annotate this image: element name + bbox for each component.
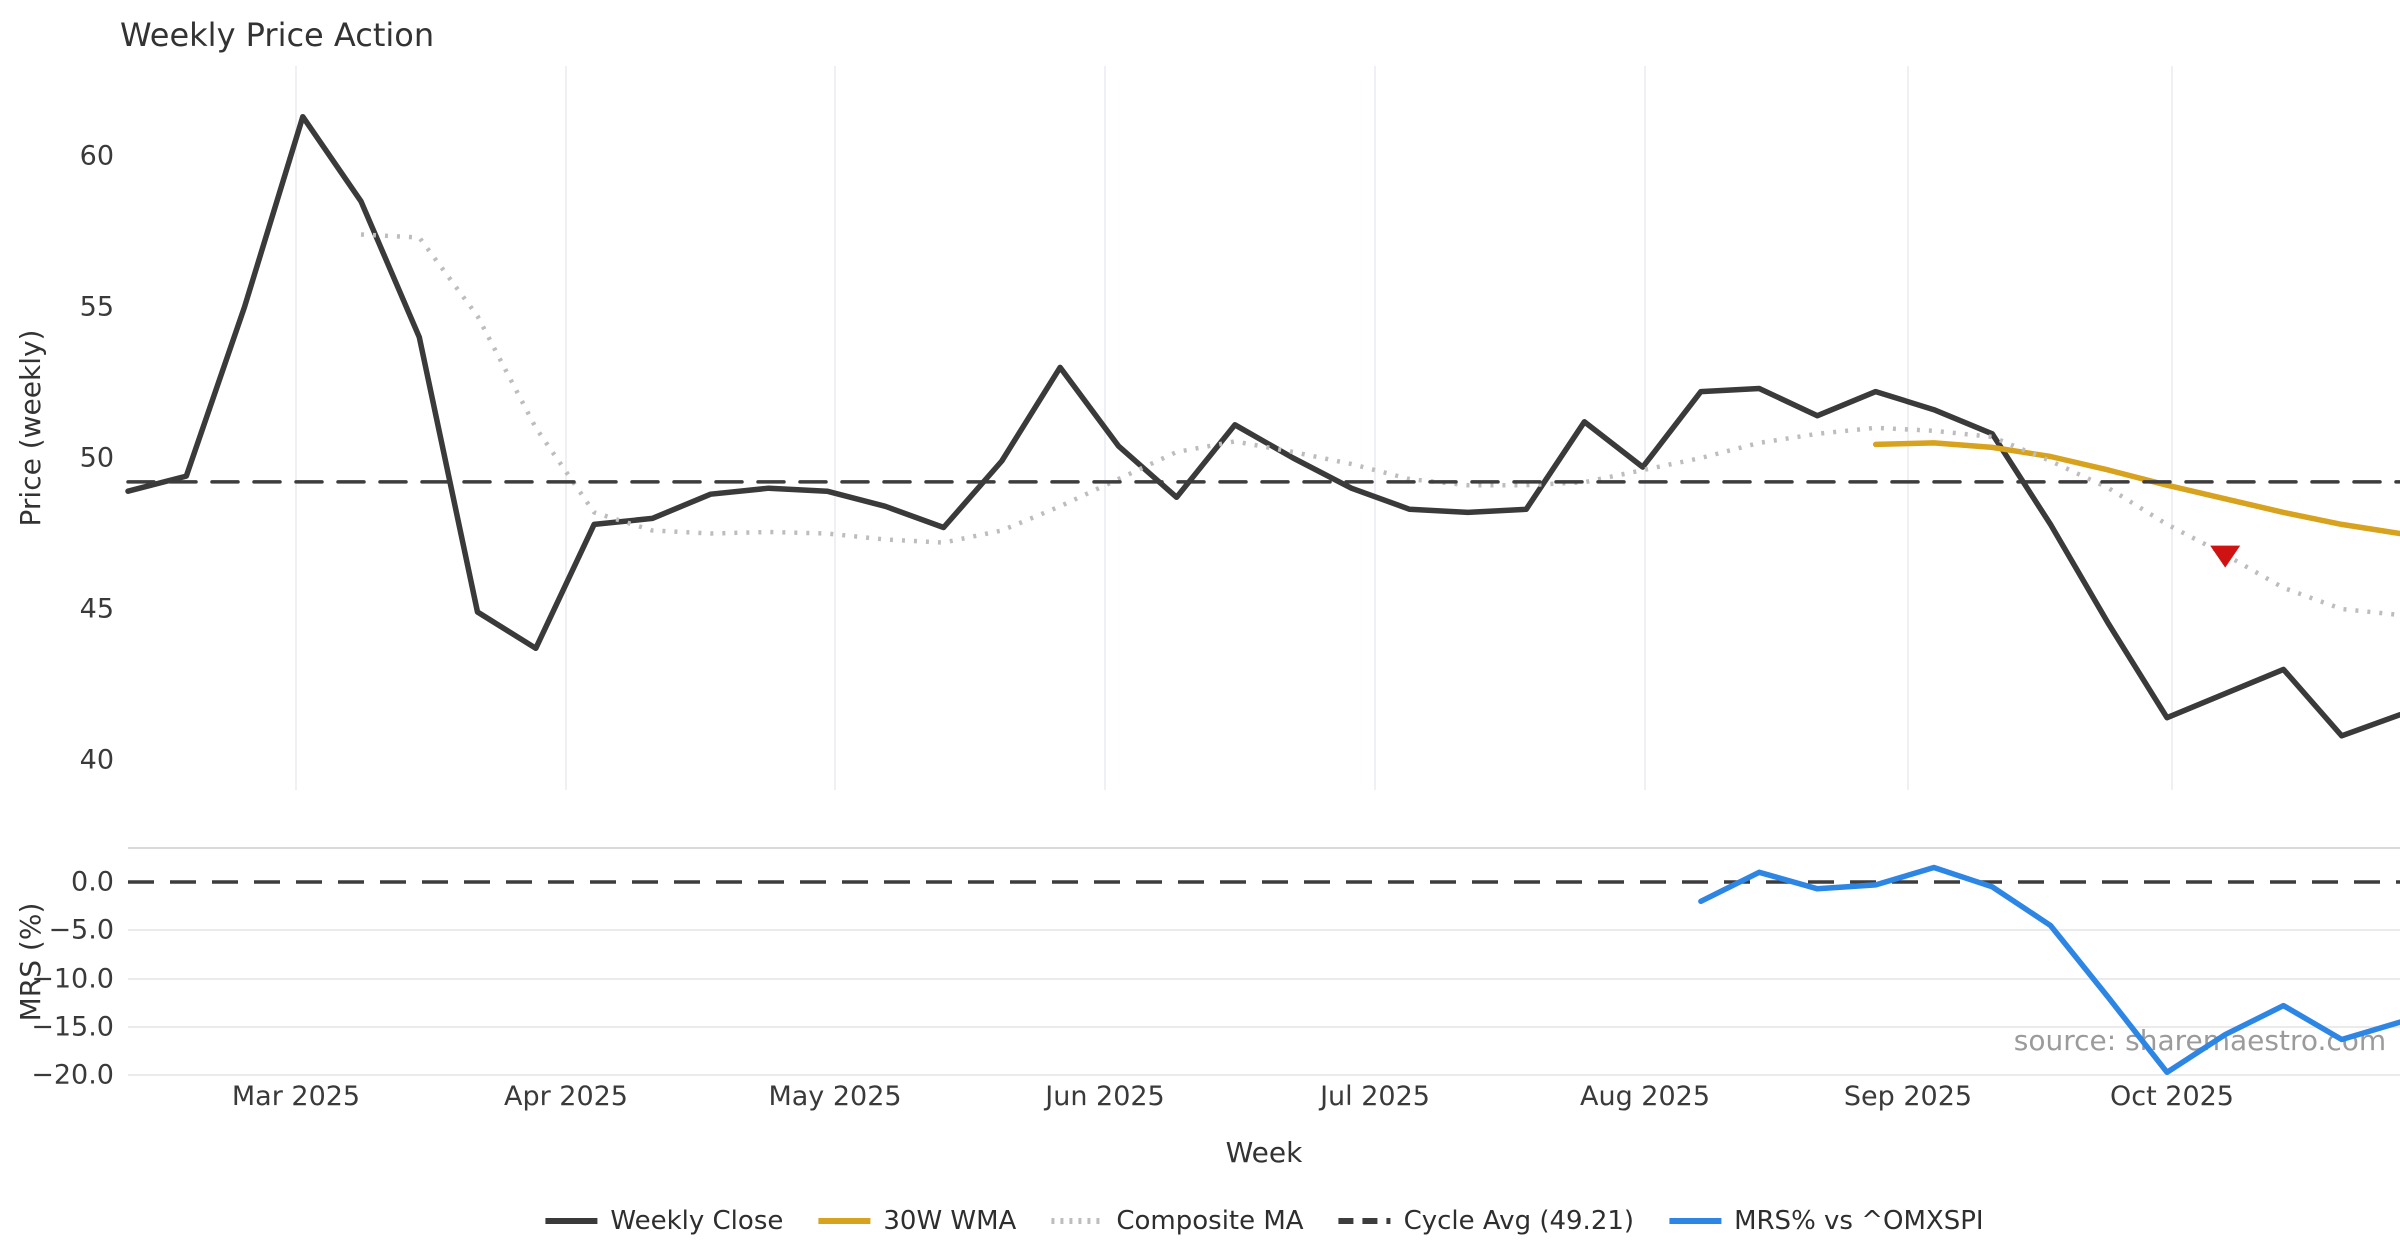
price-tick: 50 — [80, 443, 114, 474]
series-line-weekly-close — [125, 113, 2400, 739]
month-tick: Jul 2025 — [1318, 1081, 1430, 1112]
legend-label: 30W WMA — [883, 1206, 1017, 1236]
price-tick: 55 — [80, 292, 114, 323]
x-axis-label: Week — [1226, 1136, 1303, 1169]
legend-label: MRS% vs ^OMXSPI — [1734, 1206, 1984, 1236]
legend-item-cycle-avg-49-21: Cycle Avg (49.21) — [1338, 1206, 1634, 1236]
price-tick: 60 — [80, 141, 114, 172]
legend-swatch-mrs-vs-omxspi — [1669, 1218, 1722, 1224]
price-tick: 40 — [80, 745, 114, 776]
legend-item-weekly-close: Weekly Close — [544, 1206, 783, 1236]
chart-title: Weekly Price Action — [120, 16, 434, 54]
legend-label: Composite MA — [1116, 1206, 1304, 1236]
month-tick: Sep 2025 — [1844, 1081, 1972, 1112]
month-tick: May 2025 — [768, 1081, 901, 1112]
mrs-tick: −5.0 — [48, 915, 114, 946]
series-line-30w-wma — [1872, 440, 2400, 537]
legend-swatch-composite-ma — [1051, 1218, 1104, 1224]
legend-item-30w-wma: 30W WMA — [817, 1206, 1016, 1236]
series-line-composite-ma — [360, 232, 2400, 618]
mrs-gridlines — [128, 847, 2400, 1076]
price-axis-label: Price (weekly) — [14, 330, 47, 527]
series-line-mrs-vs-omxspi — [1698, 864, 2400, 1076]
price-tick-labels: 60 55 50 45 40 — [80, 141, 114, 776]
month-tick: Oct 2025 — [2110, 1081, 2234, 1112]
mrs-tick-labels: 0.0 −5.0 −10.0 −15.0 −20.0 — [31, 867, 114, 1091]
legend-item-composite-ma: Composite MA — [1050, 1206, 1304, 1236]
mrs-tick: 0.0 — [71, 867, 114, 898]
month-tick: Apr 2025 — [504, 1081, 628, 1112]
month-tick: Jun 2025 — [1043, 1081, 1164, 1112]
legend-label: Weekly Close — [610, 1206, 784, 1236]
legend-swatch-weekly-close — [545, 1218, 598, 1224]
month-tick-labels: Mar 2025 Apr 2025 May 2025 Jun 2025 Jul … — [232, 1081, 2234, 1112]
legend-label: Cycle Avg (49.21) — [1403, 1206, 1635, 1236]
legend-swatch-30w-wma — [818, 1218, 871, 1224]
chart-legend: Weekly Close 30W WMA Composite MA Cycle Avg… — [544, 1206, 1984, 1236]
mrs-tick: −15.0 — [31, 1012, 114, 1043]
legend-swatch-cycle-avg-49-21 — [1338, 1218, 1391, 1224]
month-tick: Mar 2025 — [232, 1081, 360, 1112]
mrs-tick: −10.0 — [31, 964, 114, 995]
mrs-tick: −20.0 — [31, 1060, 114, 1091]
month-gridlines — [295, 66, 2173, 790]
mrs-axis-label: MRS (%) — [14, 903, 47, 1022]
month-tick: Aug 2025 — [1580, 1081, 1710, 1112]
series-layer — [125, 113, 2400, 1076]
price-tick: 45 — [80, 594, 114, 625]
sell-signal-triangle-down-marker — [2210, 545, 2241, 568]
legend-item-mrs-vs-omxspi: MRS% vs ^OMXSPI — [1668, 1206, 1984, 1236]
